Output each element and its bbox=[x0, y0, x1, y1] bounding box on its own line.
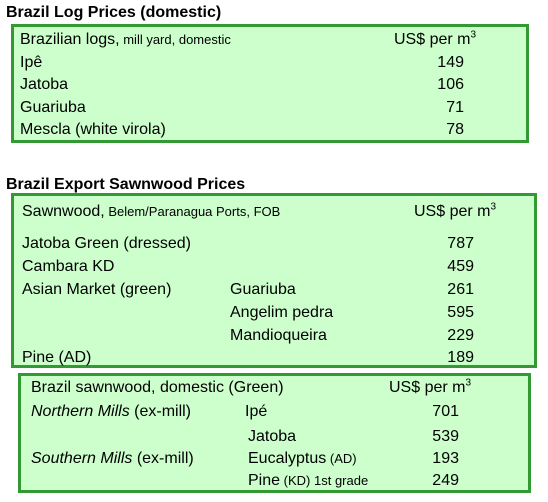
export-row-species: Guariuba bbox=[230, 281, 296, 298]
export-row-price: 787 bbox=[447, 235, 474, 252]
log-row-price: 71 bbox=[446, 99, 464, 116]
export-row-name: Cambara KD bbox=[22, 258, 115, 275]
export-header-sub: Belem/Paranagua Ports, FOB bbox=[104, 204, 281, 219]
domestic-row-species-sub: (AD) bbox=[326, 451, 357, 466]
domestic-row-species: Jatoba bbox=[248, 428, 297, 445]
log-prices-header-label: Brazilian logs, bbox=[20, 31, 120, 48]
export-header-label: Sawnwood, bbox=[22, 203, 105, 220]
domestic-unit-sup: 3 bbox=[465, 377, 472, 389]
export-sawnwood-table: Sawnwood, Belem/Paranagua Ports, FOB US$… bbox=[11, 193, 537, 368]
export-header: Sawnwood, Belem/Paranagua Ports, FOB bbox=[22, 202, 280, 221]
domestic-row-species: Ipé bbox=[245, 403, 268, 420]
log-prices-unit: US$ per m3 bbox=[394, 30, 476, 49]
domestic-row-species-tail: 1st grade bbox=[310, 473, 369, 488]
export-row-price: 459 bbox=[447, 258, 474, 275]
log-row-price: 106 bbox=[437, 76, 464, 93]
export-row-price: 595 bbox=[447, 304, 474, 321]
domestic-sawnwood-table: Brazil sawnwood, domestic (Green) US$ pe… bbox=[18, 373, 531, 493]
domestic-row-price: 249 bbox=[432, 472, 459, 489]
export-unit-sup: 3 bbox=[490, 201, 497, 213]
log-prices-unit-sup: 3 bbox=[470, 29, 477, 41]
log-prices-header-sub: mill yard, domestic bbox=[119, 32, 231, 47]
southern-mills-rest: (ex-mill) bbox=[132, 450, 194, 467]
export-row-price: 261 bbox=[447, 281, 474, 298]
domestic-row-species: Eucalyptus bbox=[248, 450, 327, 467]
log-prices-unit-label: US$ per m bbox=[394, 31, 471, 48]
export-unit: US$ per m3 bbox=[414, 202, 496, 221]
log-prices-header: Brazilian logs, mill yard, domestic bbox=[20, 30, 231, 49]
log-row-name: Ipê bbox=[20, 54, 43, 71]
export-row-species: Mandioqueira bbox=[230, 327, 327, 344]
export-row-species: Angelim pedra bbox=[230, 304, 334, 321]
export-row-name: Asian Market (green) bbox=[22, 281, 172, 298]
northern-mills-italic: Northern Mills bbox=[31, 403, 130, 420]
export-row-name: Jatoba Green (dressed) bbox=[22, 235, 191, 252]
log-row-name: Jatoba bbox=[20, 76, 69, 93]
northern-mills-rest: (ex-mill) bbox=[129, 403, 192, 420]
log-row-name: Guariuba bbox=[20, 99, 86, 116]
log-row-name: Mescla (white virola) bbox=[20, 121, 166, 138]
southern-mills-italic: Southern Mills bbox=[31, 450, 133, 467]
domestic-row-species-cell: Eucalyptus (AD) bbox=[248, 449, 357, 468]
domestic-unit-label: US$ per m bbox=[389, 379, 466, 396]
northern-mills-label: Northern Mills (ex-mill) bbox=[31, 402, 191, 421]
southern-mills-label: Southern Mills (ex-mill) bbox=[31, 449, 194, 468]
domestic-row-species: Pine bbox=[248, 472, 281, 489]
domestic-row-price: 539 bbox=[432, 428, 459, 445]
domestic-header: Brazil sawnwood, domestic (Green) bbox=[31, 379, 284, 396]
domestic-row-species-sub: (KD) bbox=[280, 473, 311, 488]
log-prices-title: Brazil Log Prices (domestic) bbox=[6, 4, 222, 21]
export-row-price: 229 bbox=[447, 327, 474, 344]
domestic-row-species-cell: Pine (KD) 1st grade bbox=[248, 471, 368, 490]
log-row-price: 149 bbox=[437, 54, 464, 71]
domestic-row-price: 193 bbox=[432, 450, 459, 467]
log-row-price: 78 bbox=[446, 121, 464, 138]
export-unit-label: US$ per m bbox=[414, 203, 491, 220]
export-row-name: Pine (AD) bbox=[22, 349, 92, 366]
log-prices-table: Brazilian logs, mill yard, domestic US$ … bbox=[11, 24, 529, 143]
export-sawnwood-title: Brazil Export Sawnwood Prices bbox=[6, 176, 246, 193]
domestic-unit: US$ per m3 bbox=[389, 378, 471, 397]
domestic-row-price: 701 bbox=[432, 403, 459, 420]
export-row-price: 189 bbox=[447, 349, 474, 366]
